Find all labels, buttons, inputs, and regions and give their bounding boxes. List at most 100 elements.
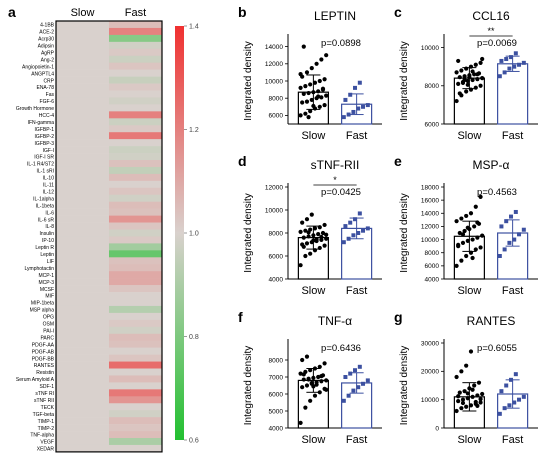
x-tick-label: Slow [301,434,325,446]
heatmap-row-label: Serum Amyloid A [16,377,55,383]
heatmap-cell [56,55,109,63]
data-point [454,408,459,414]
data-point [319,57,324,62]
heatmap-cell [109,326,162,335]
data-point [465,82,470,87]
data-point [303,111,308,116]
data-point [468,87,474,92]
heatmap-cell [56,424,109,432]
heatmap-cell [109,132,162,140]
colorbar-tick-label: 0.8 [189,334,199,341]
data-point [298,72,303,77]
data-point [301,244,306,249]
heatmap-cell [56,271,109,279]
data-point [521,394,526,399]
heatmap-cell [109,368,162,376]
data-point [343,375,348,379]
heatmap-cell [109,83,162,91]
heatmap-row-label: AgRP [41,50,55,56]
heatmap-row-label: Ang-2 [41,57,55,63]
heatmap-cell [56,326,109,335]
data-point [502,406,507,411]
data-point [456,58,461,64]
panel-title: RANTES [467,314,516,328]
heatmap-row-label: OSM [43,322,54,328]
data-point [517,62,522,67]
data-point [319,374,324,379]
data-point [470,77,475,83]
panel-title: LEPTIN [314,9,356,23]
data-point [507,240,512,245]
data-point [298,263,303,268]
data-point [306,377,311,382]
data-point [319,237,324,242]
heatmap-row-label: Leptin R [35,245,54,251]
y-tick-label: 4000 [269,276,284,283]
colorbar-tick-label: 1.2 [189,127,199,134]
data-point [311,375,316,380]
y-axis-label: Integrated density [399,41,410,121]
heatmap-cell [56,403,109,411]
p-value-label: p=0.0898 [321,38,361,49]
y-tick-label: 10000 [265,78,283,85]
data-point [470,387,475,392]
data-point [464,253,469,259]
data-point [478,400,483,405]
data-point [308,251,313,256]
data-point [512,400,517,405]
heatmap-cell [109,222,162,230]
data-point [473,399,478,405]
data-point [316,374,321,380]
data-point [454,263,459,268]
x-tick-label: Fast [502,434,523,446]
data-point [353,85,358,90]
data-point [465,396,470,401]
heatmap-row-label: IL-1beta [36,203,55,209]
heatmap-cell [109,312,162,321]
data-point [351,388,356,393]
heatmap-cell [109,264,162,272]
heatmap-row-label: sTNF RII [34,398,54,404]
heatmap-cell [56,229,109,237]
heatmap-cell [56,104,109,112]
heatmap-cell [56,208,109,216]
heatmap-cell [109,305,162,314]
heatmap-row-label: IL-10 [43,176,55,182]
data-point [465,238,470,243]
data-point [301,91,306,96]
y-tick-label: 8000 [425,250,440,257]
data-point [513,51,518,56]
data-point [309,66,314,71]
data-point [312,80,318,85]
data-point [324,232,329,237]
heatmap-cell [56,264,109,272]
panel-label-d: d [238,153,247,169]
heatmap-row-label: VEGF [40,440,54,446]
panel-title: CCL16 [472,9,510,23]
heatmap-cell [109,285,162,293]
colorbar-tick-label: 1.4 [189,24,199,31]
x-tick-label: Slow [301,130,325,142]
data-point [454,219,459,224]
data-point [470,69,475,74]
heatmap-row-label: IGFBP-3 [35,141,55,147]
heatmap-cell [56,34,109,43]
y-tick-label: 4000 [425,276,440,283]
heatmap-row-label: IL-6 sR [38,217,55,223]
y-tick-label: 6000 [269,113,284,120]
heatmap-cell [109,111,162,119]
heatmap-cell [109,229,162,237]
data-point [464,363,469,368]
heatmap-cell [56,48,109,57]
x-tick-label: Slow [301,285,325,297]
data-point [521,60,526,65]
panel-label-g: g [394,309,403,325]
data-point [306,230,311,235]
heatmap-cell [56,90,109,98]
data-point [319,95,324,100]
data-point [459,68,464,73]
heatmap-cell [109,139,162,147]
data-point [470,255,475,261]
data-point [324,387,329,392]
data-point [324,93,329,98]
